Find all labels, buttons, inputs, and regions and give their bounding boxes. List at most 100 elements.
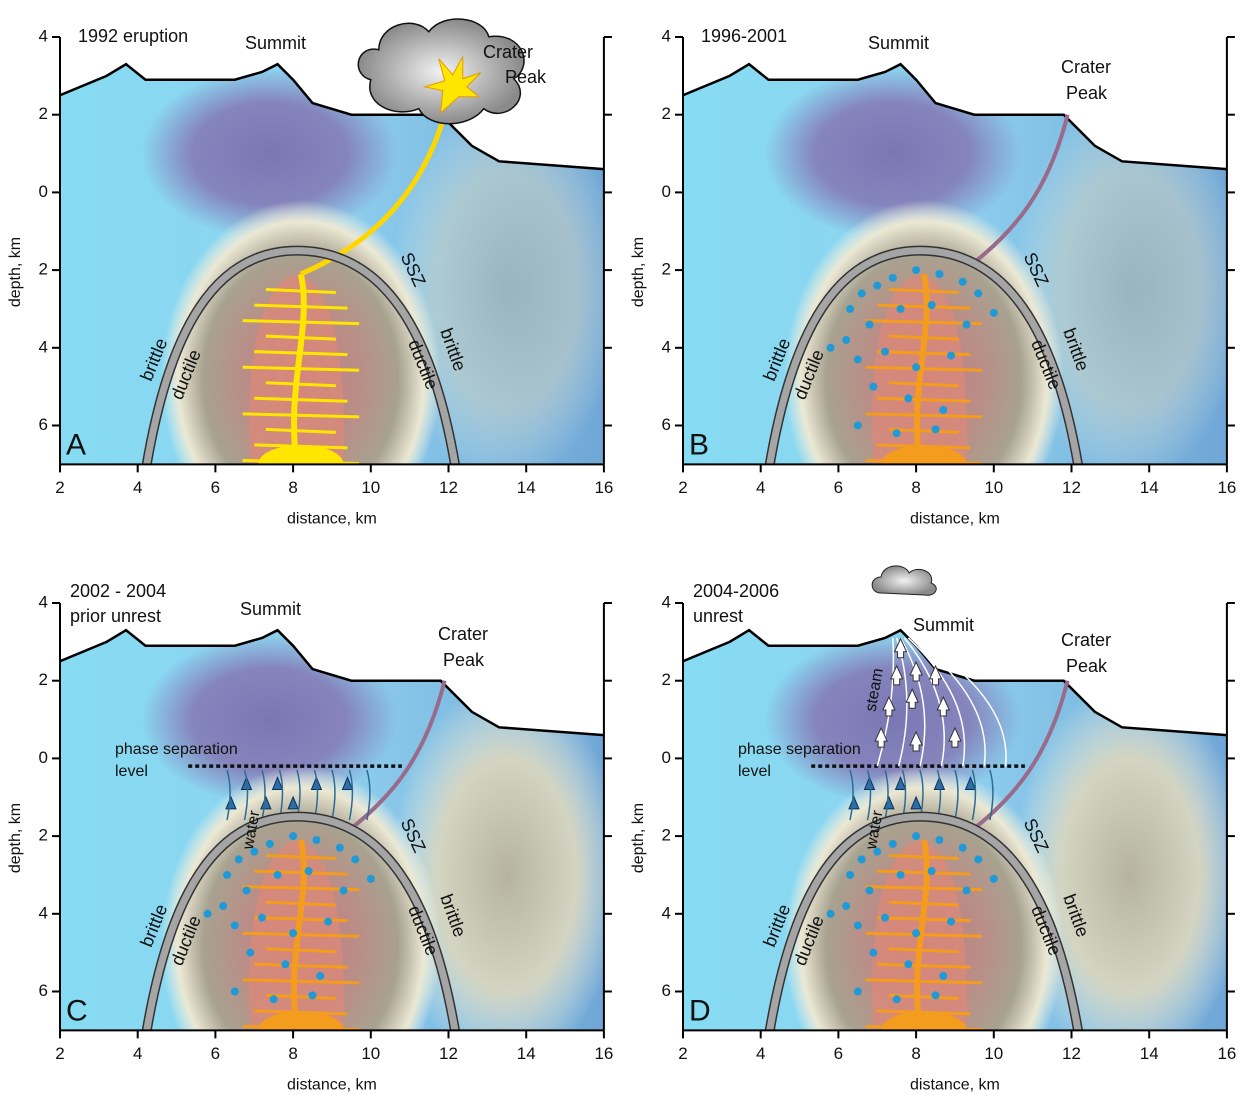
x-tick-label: 2 <box>678 478 687 497</box>
dike <box>254 396 348 403</box>
sky <box>683 603 1227 736</box>
y-tick-label: 4 <box>662 592 671 611</box>
y-tick-label: 0 <box>662 748 671 767</box>
water-arrow <box>341 776 354 790</box>
x-tick-label: 14 <box>517 478 536 497</box>
y-tick-label: 4 <box>662 337 671 356</box>
panel-letter: A <box>66 428 86 461</box>
dot <box>826 909 835 918</box>
crater-peak-label: Peak <box>1066 83 1108 103</box>
conduit-core <box>291 273 307 465</box>
y-tick-label: 2 <box>39 260 48 279</box>
dot <box>873 847 882 856</box>
steam-path <box>899 637 926 767</box>
dike <box>865 978 983 985</box>
ssz-shell <box>766 813 1082 1031</box>
y-tick-label: 6 <box>39 981 48 1000</box>
panel-letter: B <box>689 428 709 461</box>
tan-zone <box>1013 95 1227 465</box>
water-path <box>243 769 249 821</box>
steam-arrow <box>909 660 923 682</box>
dot <box>912 929 921 938</box>
dot <box>289 929 298 938</box>
dike <box>265 947 336 954</box>
y-axis-label: depth, km <box>7 803 24 873</box>
dot <box>927 867 936 876</box>
dot <box>888 839 897 848</box>
dot <box>366 874 375 883</box>
water-path <box>366 769 371 821</box>
y-tick-label: 4 <box>39 592 48 611</box>
dot <box>250 847 259 856</box>
dot <box>912 266 921 275</box>
dot <box>958 843 967 852</box>
dike <box>265 427 336 434</box>
water-path <box>866 769 872 821</box>
y-tick-label: 4 <box>39 337 48 356</box>
dike <box>242 412 360 419</box>
y-tick-label: 6 <box>662 981 671 1000</box>
dot <box>865 320 874 329</box>
summit-label: Summit <box>868 33 929 53</box>
y-tick-label: 6 <box>662 415 671 434</box>
crater-peak-label: Crater <box>1061 57 1111 77</box>
x-tick-label: 10 <box>984 478 1003 497</box>
dot <box>258 913 267 922</box>
dot <box>842 902 851 911</box>
old-conduit <box>350 680 447 830</box>
steam-arrow <box>905 688 919 709</box>
y-tick-label: 2 <box>39 670 48 689</box>
y-tick-label: 2 <box>662 260 671 279</box>
dot <box>931 425 940 434</box>
low-velocity <box>764 634 1021 806</box>
section <box>683 603 1227 1031</box>
x-tick-label: 6 <box>211 478 220 497</box>
magma-root <box>881 444 967 465</box>
dot <box>888 273 897 282</box>
low-velocity <box>764 68 1021 240</box>
panel-letter: D <box>689 994 711 1027</box>
crater-peak-label: Peak <box>505 67 547 87</box>
x-tick-label: 14 <box>1140 478 1159 497</box>
panel-title: prior unrest <box>70 606 161 626</box>
y-axis-label: depth, km <box>630 237 647 307</box>
dot <box>892 429 901 438</box>
y-tick-label: 2 <box>662 104 671 123</box>
phase-label: phase separation <box>738 741 861 758</box>
conduit-core <box>914 839 930 1031</box>
dot <box>974 855 983 864</box>
dot <box>826 343 835 352</box>
tan-zone <box>390 95 604 465</box>
panel-title: 1996-2001 <box>701 26 787 46</box>
crater-peak-label: Crater <box>483 42 533 62</box>
water-arrow <box>260 795 272 810</box>
steam-arrow <box>936 695 951 717</box>
dot <box>230 987 239 996</box>
eruption-conduit <box>299 113 448 277</box>
dike <box>888 993 959 1000</box>
steam-arrow <box>948 726 962 748</box>
dot <box>896 870 905 879</box>
dot <box>312 835 321 844</box>
explosion <box>422 54 482 114</box>
dike <box>888 381 959 388</box>
crater-peak-label: Crater <box>1061 630 1111 650</box>
topography <box>60 62 604 171</box>
water-path <box>331 769 336 821</box>
section <box>60 603 604 1031</box>
dot <box>324 917 333 926</box>
water-path <box>849 769 854 821</box>
water-path <box>348 769 354 821</box>
dike <box>877 396 971 403</box>
x-tick-label: 4 <box>133 478 142 497</box>
magma-root <box>258 1010 344 1031</box>
tan-zone <box>390 680 604 1031</box>
dot <box>846 870 855 879</box>
dot <box>939 405 948 414</box>
dot <box>931 991 940 1000</box>
x-tick-label: 8 <box>288 1044 297 1063</box>
water-arrow <box>287 795 299 810</box>
topography <box>683 62 1227 171</box>
dot <box>351 855 360 864</box>
